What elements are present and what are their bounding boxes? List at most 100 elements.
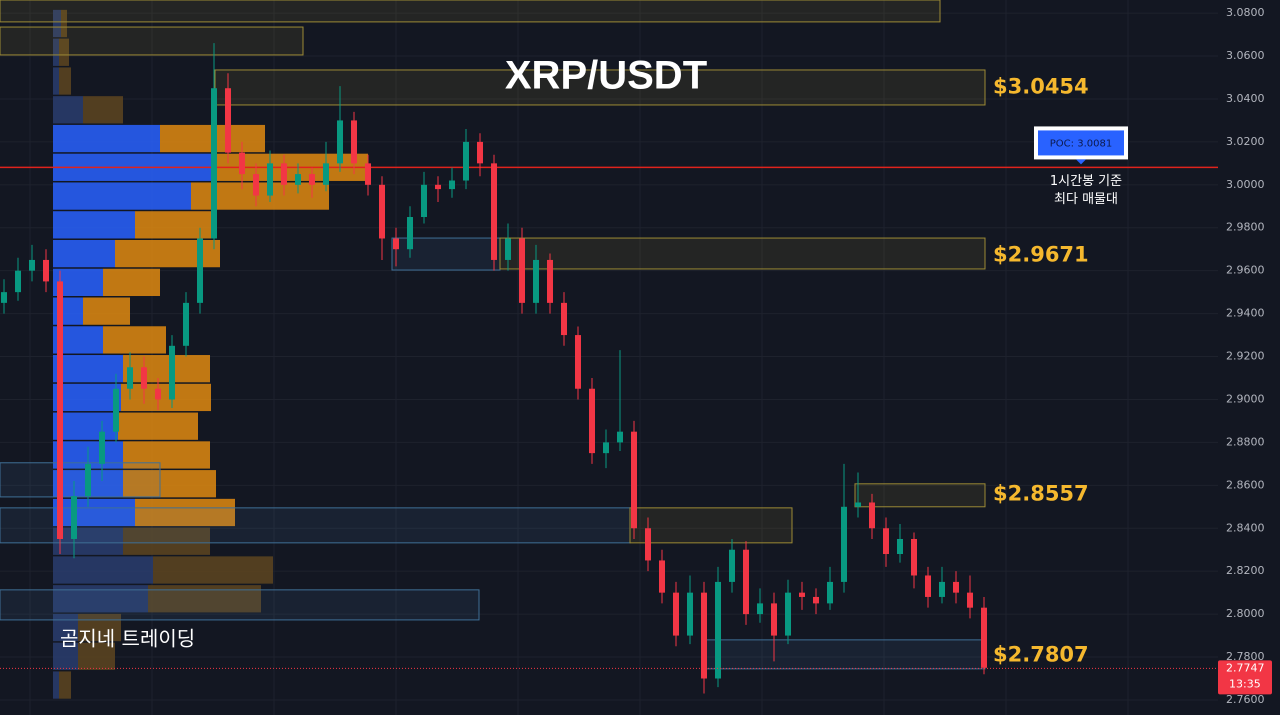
zone <box>854 483 986 508</box>
candle-body <box>393 238 399 250</box>
watermark: 곰지네 트레이딩 <box>60 627 195 651</box>
countdown-label: 13:35 <box>1229 677 1261 690</box>
candle-body <box>981 607 987 668</box>
zone-label: $2.9671 <box>993 242 1089 266</box>
profile-sell <box>61 9 67 38</box>
candle-body <box>687 592 693 636</box>
candle-body <box>267 163 273 196</box>
y-tick-label: 2.7800 <box>1226 650 1265 663</box>
profile-buy <box>53 383 121 412</box>
candle-body <box>939 581 945 597</box>
candle-body <box>351 120 357 164</box>
y-tick-label: 3.0800 <box>1226 6 1265 19</box>
profile-sell <box>83 96 123 124</box>
profile-sell <box>115 239 220 268</box>
candle-body <box>57 281 63 539</box>
candle-body <box>253 174 259 196</box>
y-tick-label: 2.9600 <box>1226 264 1265 277</box>
candle-body <box>407 217 413 250</box>
candle-body <box>309 174 315 185</box>
profile-sell <box>153 556 273 584</box>
candle-body <box>925 575 931 597</box>
profile-sell <box>135 211 215 239</box>
zone <box>499 237 986 270</box>
candle-body <box>15 270 21 293</box>
candle-body <box>575 335 581 389</box>
profile-buy <box>53 613 78 642</box>
profile-sell <box>103 268 160 297</box>
candle-body <box>379 184 385 239</box>
profile-buy <box>53 642 78 670</box>
y-tick-label: 2.8000 <box>1226 607 1265 620</box>
candle-body <box>365 163 371 185</box>
profile-buy <box>53 38 59 66</box>
candle-body <box>323 163 329 185</box>
candle-body <box>491 163 497 260</box>
profile-sell <box>103 326 166 354</box>
zone <box>214 69 986 106</box>
profile-sell <box>118 412 198 440</box>
candle-body <box>785 592 791 636</box>
zone <box>629 507 793 544</box>
candle-body <box>673 592 679 636</box>
last-price-tag <box>1218 660 1272 695</box>
candle-body <box>421 184 427 218</box>
poc-note: 최다 매물대 <box>1054 192 1118 207</box>
candle-body <box>435 184 441 190</box>
candle-body <box>799 592 805 597</box>
candle-body <box>183 302 189 346</box>
candle-body <box>127 367 133 389</box>
candle-body <box>869 502 875 529</box>
candle-body <box>827 581 833 604</box>
candle-body <box>617 431 623 443</box>
candle-body <box>645 528 651 561</box>
y-tick-label: 2.8400 <box>1226 521 1265 534</box>
profile-buy <box>53 527 123 555</box>
candle-body <box>85 463 91 497</box>
zone-label: $3.0454 <box>993 74 1089 98</box>
chart-title: XRP/USDT <box>505 54 707 98</box>
candle-body <box>897 538 903 555</box>
candle-body <box>239 152 245 175</box>
candle-body <box>169 345 175 400</box>
y-tick-label: 2.8800 <box>1226 435 1265 448</box>
profile-sell <box>123 441 210 469</box>
candle-body <box>449 180 455 190</box>
candle-body <box>589 388 595 454</box>
candle-body <box>463 141 469 181</box>
candle-body <box>715 581 721 679</box>
candle-body <box>561 302 567 336</box>
candle-body <box>813 596 819 604</box>
zone <box>0 0 941 23</box>
candle-body <box>477 141 483 164</box>
candle-body <box>99 431 105 464</box>
profile-buy <box>53 355 123 383</box>
zone <box>0 507 631 544</box>
candle-body <box>953 581 959 593</box>
profile-sell <box>78 613 121 642</box>
candle-body <box>197 238 203 303</box>
y-tick-label: 2.7600 <box>1226 693 1265 706</box>
y-tick-label: 2.9200 <box>1226 350 1265 363</box>
candle-body <box>29 259 35 271</box>
candle-body <box>211 88 217 239</box>
candle-body <box>883 528 889 555</box>
y-tick-label: 2.8200 <box>1226 564 1265 577</box>
candle-body <box>659 560 665 593</box>
poc-tag-label: POC: 3.0081 <box>1050 138 1112 149</box>
profile-buy <box>53 239 115 268</box>
candle-body <box>729 549 735 582</box>
zone-label: $2.7807 <box>993 643 1089 667</box>
profile-sell <box>78 642 115 670</box>
y-tick-label: 3.0200 <box>1226 135 1265 148</box>
last-price-label: 2.7747 <box>1226 661 1265 674</box>
profile-buy <box>53 556 153 584</box>
profile-sell <box>135 498 235 527</box>
profile-sell <box>123 355 210 383</box>
y-tick-label: 2.9800 <box>1226 221 1265 234</box>
candle-body <box>43 259 49 282</box>
candle-body <box>911 538 917 576</box>
y-tick-label: 2.9400 <box>1226 307 1265 320</box>
candle-body <box>505 238 511 260</box>
profile-buy <box>53 124 160 153</box>
